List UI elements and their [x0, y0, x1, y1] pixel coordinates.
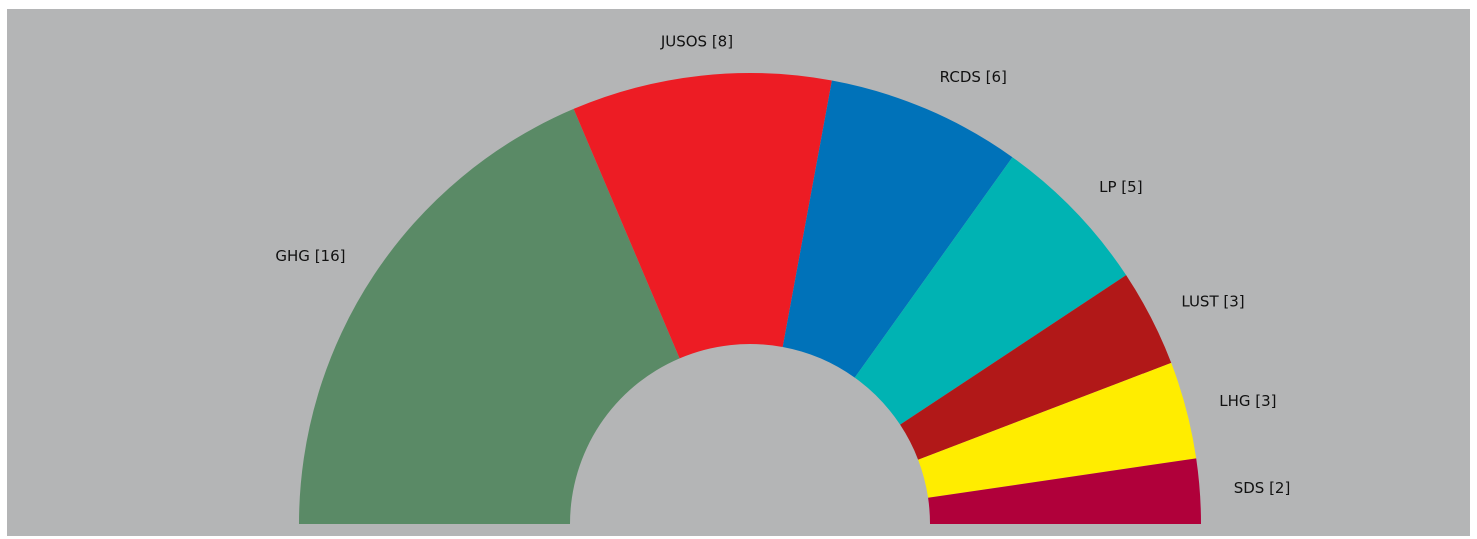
slice-label-lust: LUST [3]	[1181, 293, 1244, 311]
slice-lhg	[918, 362, 1197, 498]
slice-label-sds: SDS [2]	[1234, 479, 1291, 497]
slice-lust	[900, 275, 1172, 460]
slice-label-rcds: RCDS [6]	[940, 68, 1007, 86]
slice-label-ghg: GHG [16]	[275, 247, 345, 265]
slice-label-lp: LP [5]	[1099, 178, 1142, 196]
slice-ghg	[299, 108, 680, 524]
labels-group: GHG [16] JUSOS [8] RCDS [6] LP [5] LUST [3] L…	[275, 32, 1290, 497]
slice-rcds	[782, 80, 1013, 378]
slice-sds	[928, 458, 1201, 524]
slice-jusos	[573, 73, 832, 359]
slice-label-jusos: JUSOS [8]	[660, 32, 733, 50]
slice-label-lhg: LHG [3]	[1219, 392, 1276, 410]
slice-lp	[854, 157, 1127, 425]
slices-group	[299, 73, 1201, 524]
